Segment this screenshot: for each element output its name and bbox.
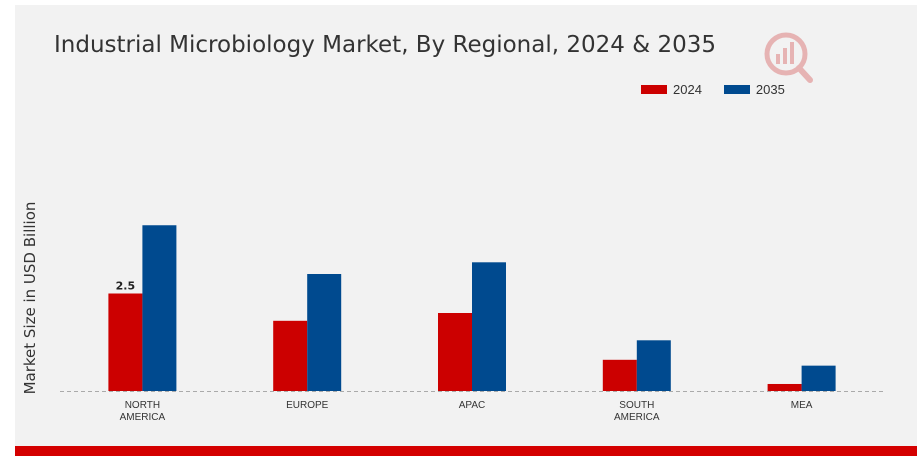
legend-label-2024: 2024 xyxy=(673,82,702,97)
chart-title: Industrial Microbiology Market, By Regio… xyxy=(54,32,716,58)
legend-item-2024: 2024 xyxy=(641,82,702,97)
x-tick-label-0: NORTH AMERICA xyxy=(120,400,166,423)
bar-2024-4 xyxy=(767,383,802,391)
bar-2024-2 xyxy=(438,313,472,391)
bar-2035-1 xyxy=(307,274,342,391)
legend-swatch-2024 xyxy=(641,85,667,94)
bar-2024-3 xyxy=(602,359,637,391)
legend-item-2035: 2035 xyxy=(723,82,785,97)
x-tick-label-2: APAC xyxy=(459,400,486,411)
legend: 2024 2035 xyxy=(641,82,807,97)
market-research-logo-icon xyxy=(764,32,813,83)
bar-2035-2 xyxy=(472,262,506,391)
bar-2024-1 xyxy=(273,320,308,391)
x-tick-label-3: SOUTH AMERICA xyxy=(614,400,660,423)
bottom-accent-bar xyxy=(15,446,917,456)
bar-2035-0 xyxy=(142,225,177,391)
bar-2035-4 xyxy=(801,365,836,391)
bar-2024-0 xyxy=(108,293,143,391)
data-label-0: 2.5 xyxy=(116,280,136,293)
legend-label-2035: 2035 xyxy=(755,82,785,97)
legend-swatch-2035 xyxy=(723,85,750,94)
x-tick-label-4: MEA xyxy=(791,400,813,411)
bar-2035-3 xyxy=(636,340,671,391)
x-tick-label-1: EUROPE xyxy=(286,400,329,411)
